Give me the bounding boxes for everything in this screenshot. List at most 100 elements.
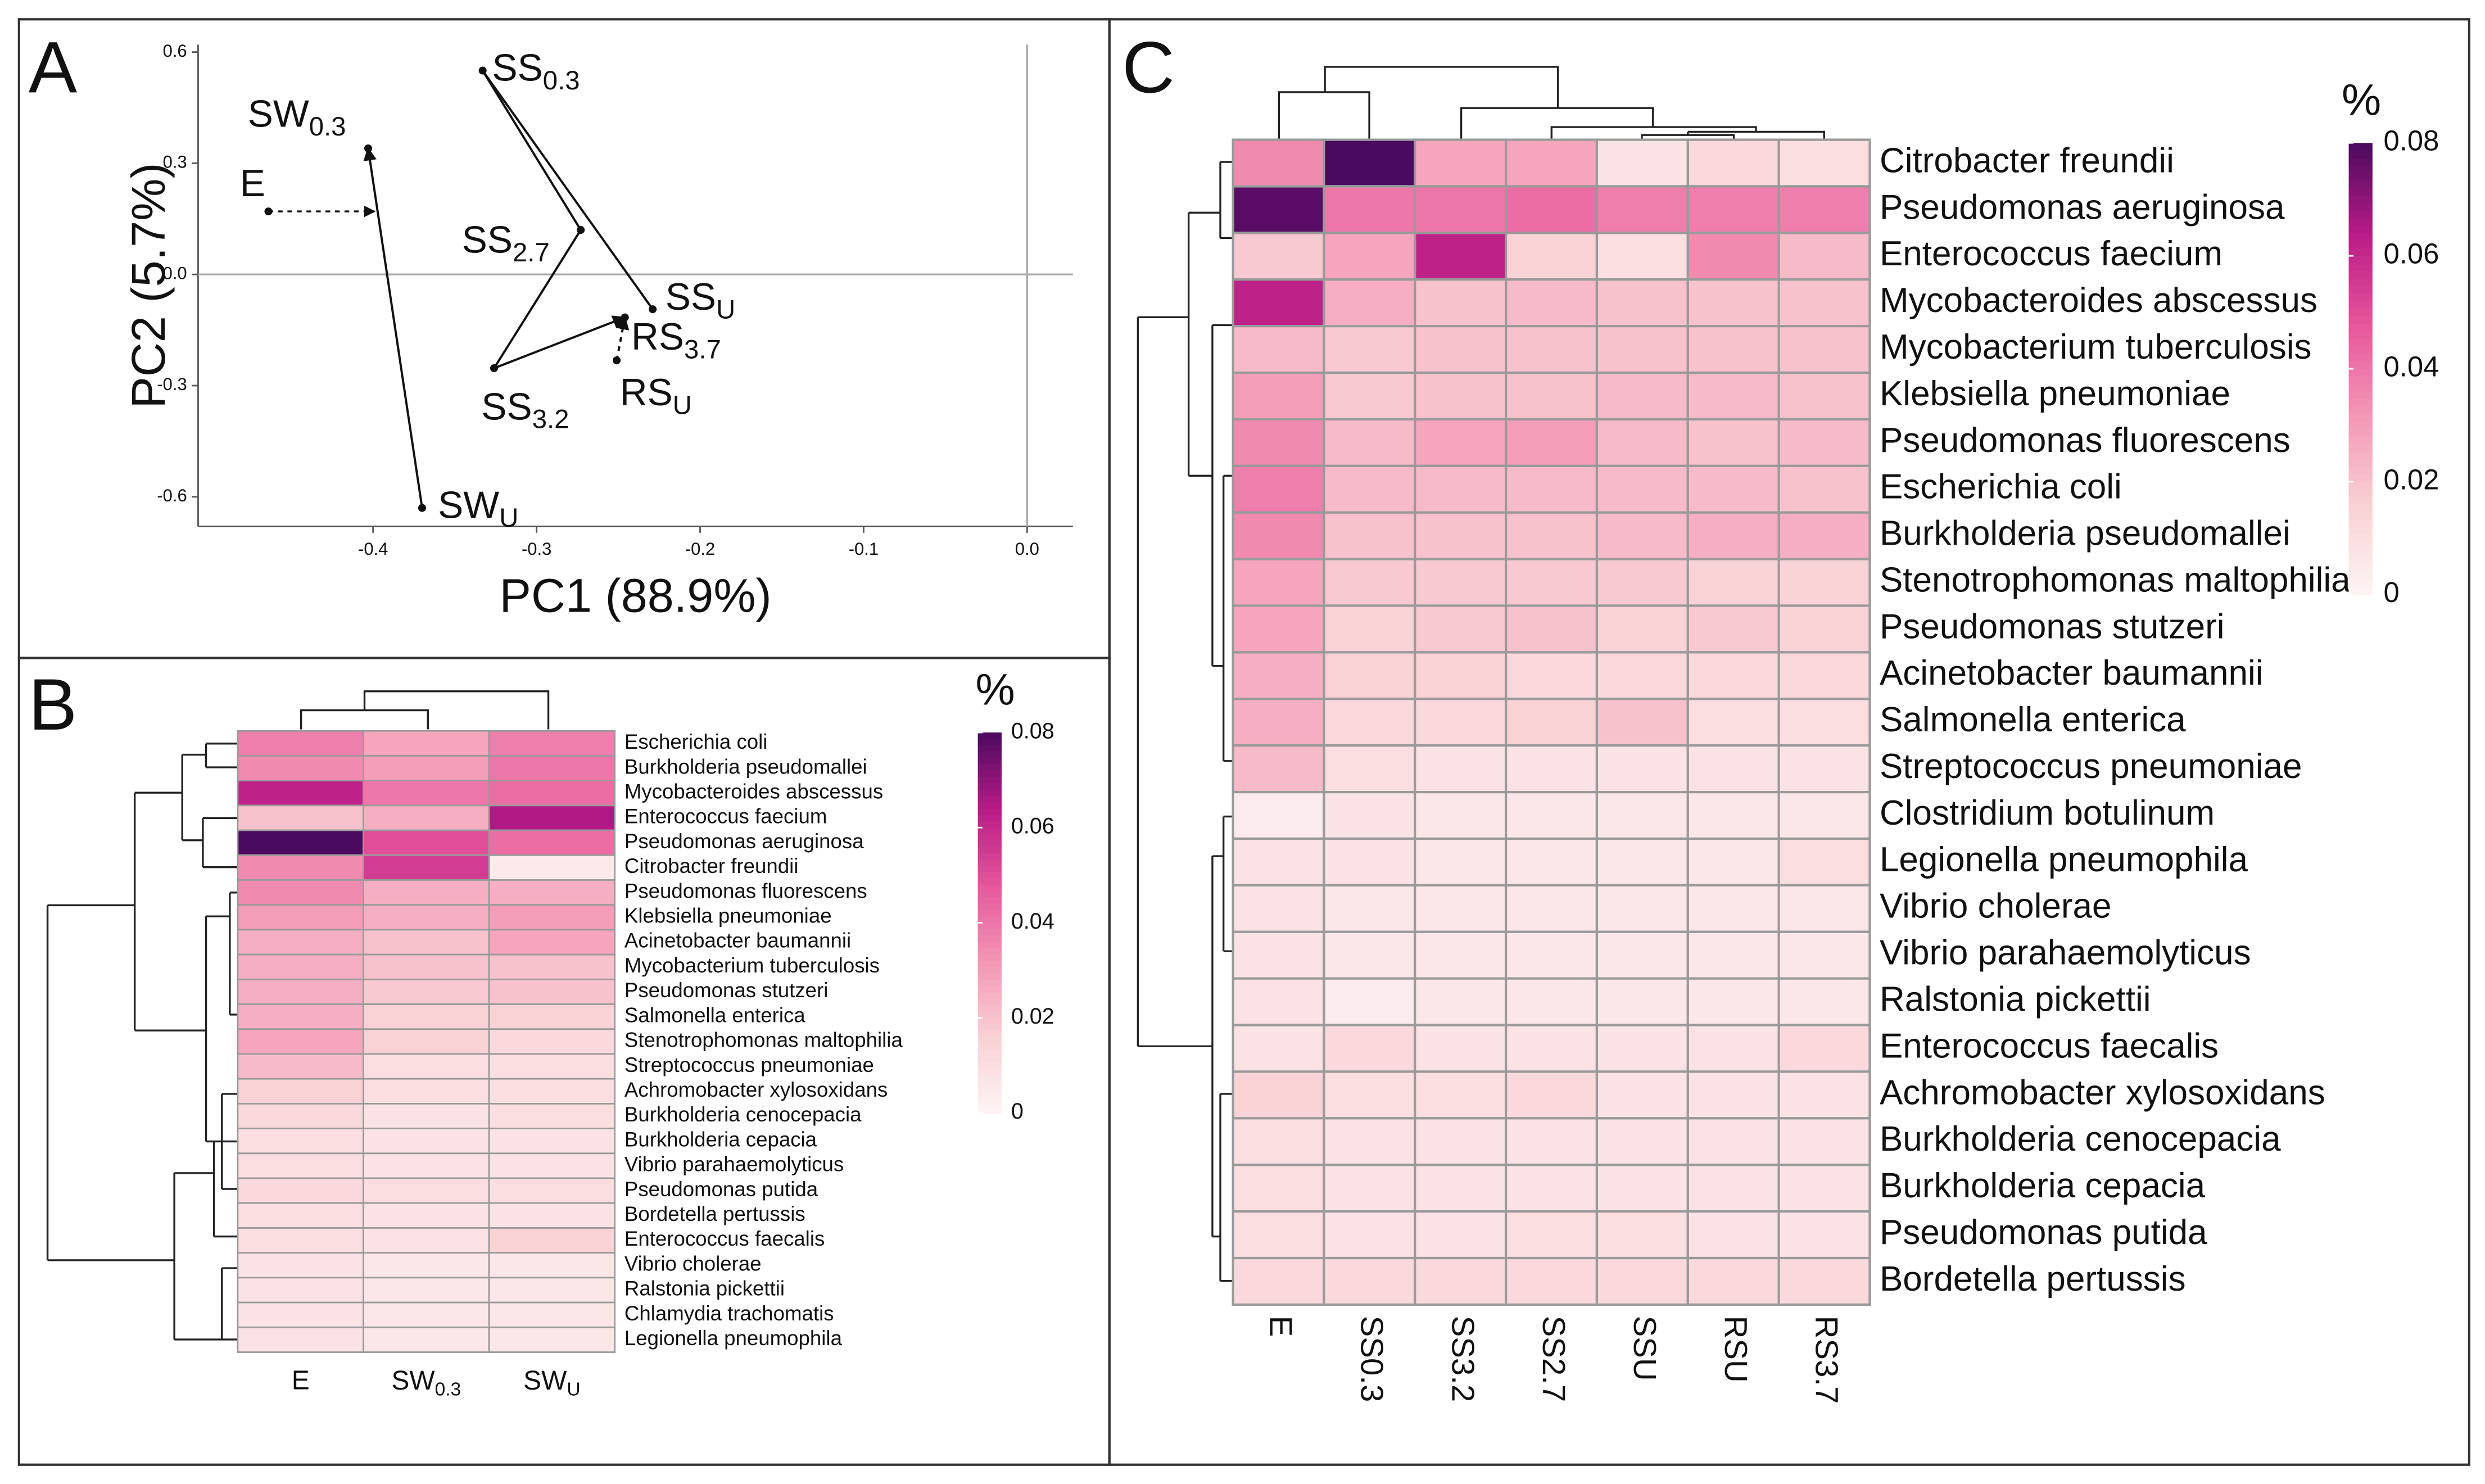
heatmap-cell xyxy=(1595,604,1689,654)
point xyxy=(621,313,629,322)
heatmap-cell xyxy=(237,1128,364,1155)
heatmap-cell xyxy=(488,780,616,807)
row-label: Burkholderia cepacia xyxy=(624,1128,817,1151)
colorbar-segment xyxy=(977,948,1002,956)
heatmap-cell xyxy=(363,1028,490,1055)
heatmap-cell xyxy=(488,929,616,956)
trajectory xyxy=(482,70,654,310)
heatmap-cell xyxy=(1777,558,1871,607)
colorbar-segment xyxy=(977,929,1002,936)
heatmap-cell xyxy=(1595,790,1689,840)
point-label: SSU xyxy=(666,276,735,324)
heatmap-cell xyxy=(1414,464,1508,514)
colorbar-segment xyxy=(977,986,1002,993)
heatmap-cell xyxy=(1595,1070,1689,1120)
heatmap-cell xyxy=(1323,837,1416,886)
heatmap-cell xyxy=(237,929,364,956)
row-label: Salmonella enterica xyxy=(1880,700,2186,739)
point xyxy=(418,504,427,512)
column-label: RS3.7 xyxy=(1809,1316,1845,1404)
colorbar-segment xyxy=(977,853,1002,861)
column-label: SW0.3 xyxy=(391,1366,461,1400)
heatmap-cell xyxy=(237,978,364,1005)
colorbar-segment xyxy=(977,859,1002,867)
row-label: Stenotrophomonas maltophilia xyxy=(624,1029,903,1052)
point-label: E xyxy=(240,162,265,205)
row-label: Burkholderia pseudomallei xyxy=(624,755,867,778)
dendrogram xyxy=(1137,161,1233,1282)
colorbar-segment xyxy=(2348,165,2373,174)
colorbar-tick-label: 0.02 xyxy=(1011,1004,1054,1029)
row-label: Pseudomonas aeruginosa xyxy=(624,830,864,853)
heatmap-cell xyxy=(1414,884,1508,933)
colorbar-segment xyxy=(977,1062,1002,1070)
heatmap-cell xyxy=(488,953,616,980)
heatmap-cell xyxy=(1232,837,1325,886)
colorbar-segment xyxy=(2348,263,2373,272)
row-label: Vibrio parahaemolyticus xyxy=(624,1153,844,1176)
heatmap-cell xyxy=(1414,232,1508,281)
heatmap-cell xyxy=(363,1177,490,1204)
colorbar-segment xyxy=(977,732,1002,740)
heatmap-cell xyxy=(363,1152,490,1179)
row-label: Pseudomonas fluorescens xyxy=(1880,421,2291,460)
colorbar-segment xyxy=(977,847,1002,854)
colorbar-segment xyxy=(977,865,1002,873)
heatmap-cell xyxy=(1686,1164,1780,1213)
colorbar-segment xyxy=(2348,323,2373,332)
heatmap-cell xyxy=(1686,138,1780,188)
heatmap-cell xyxy=(1777,511,1871,560)
heatmap-cell xyxy=(363,780,490,807)
heatmap-cell xyxy=(1414,604,1508,654)
heatmap-cell xyxy=(1595,138,1689,188)
heatmap-cell xyxy=(1686,884,1780,933)
colorbar-segment xyxy=(977,878,1002,886)
colorbar-segment xyxy=(2348,436,2373,445)
heatmap-cell xyxy=(1232,1117,1325,1166)
heatmap-cell xyxy=(363,854,490,881)
colorbar-segment xyxy=(2348,241,2373,250)
colorbar-segment xyxy=(2348,504,2373,513)
colorbar-segment xyxy=(977,1081,1002,1089)
colorbar-segment xyxy=(2348,203,2373,212)
heatmap-cell xyxy=(1232,884,1325,933)
colorbar-segment xyxy=(2348,158,2373,166)
heatmap-cell xyxy=(1777,278,1871,328)
heatmap-cell xyxy=(1323,371,1416,421)
heatmap-cell xyxy=(1504,1117,1599,1166)
colorbar-segment xyxy=(2348,474,2373,483)
heatmap-cell xyxy=(488,978,616,1005)
row-label: Escherichia coli xyxy=(624,730,768,753)
colorbar-segment xyxy=(2348,286,2373,295)
heatmap-cell xyxy=(237,780,364,807)
colorbar-segment xyxy=(2348,308,2373,317)
heatmap-cell xyxy=(363,978,490,1005)
point xyxy=(577,226,585,234)
heatmap-cell xyxy=(1414,698,1508,747)
row-label: Burkholderia cenocepacia xyxy=(624,1103,862,1126)
colorbar-segment xyxy=(2348,421,2373,430)
heatmap-cell xyxy=(488,904,616,931)
colorbar-segment xyxy=(2348,210,2373,219)
heatmap-cell xyxy=(1777,1164,1871,1213)
point xyxy=(264,207,273,216)
heatmap-cell xyxy=(1232,418,1325,467)
heatmap-cell xyxy=(1323,558,1416,607)
point xyxy=(613,356,621,365)
colorbar-segment xyxy=(977,1043,1002,1051)
colorbar-segment xyxy=(2348,556,2373,565)
heatmap-cell xyxy=(1595,558,1689,607)
heatmap-cell xyxy=(1323,884,1416,933)
heatmap-cell xyxy=(1414,511,1508,560)
colorbar-segment xyxy=(977,967,1002,975)
heatmap-cell xyxy=(1504,138,1599,188)
colorbar-segment xyxy=(977,935,1002,943)
point-label: SS0.3 xyxy=(492,47,580,95)
heatmap-cell xyxy=(1414,651,1508,700)
colorbar-segment xyxy=(2348,512,2373,521)
heatmap-cell xyxy=(1323,1117,1416,1166)
heatmap-cell xyxy=(1323,511,1416,560)
row-label: Ralstonia pickettii xyxy=(1880,980,2151,1019)
heatmap-cell xyxy=(1686,418,1780,467)
heatmap-cell xyxy=(1414,278,1508,328)
